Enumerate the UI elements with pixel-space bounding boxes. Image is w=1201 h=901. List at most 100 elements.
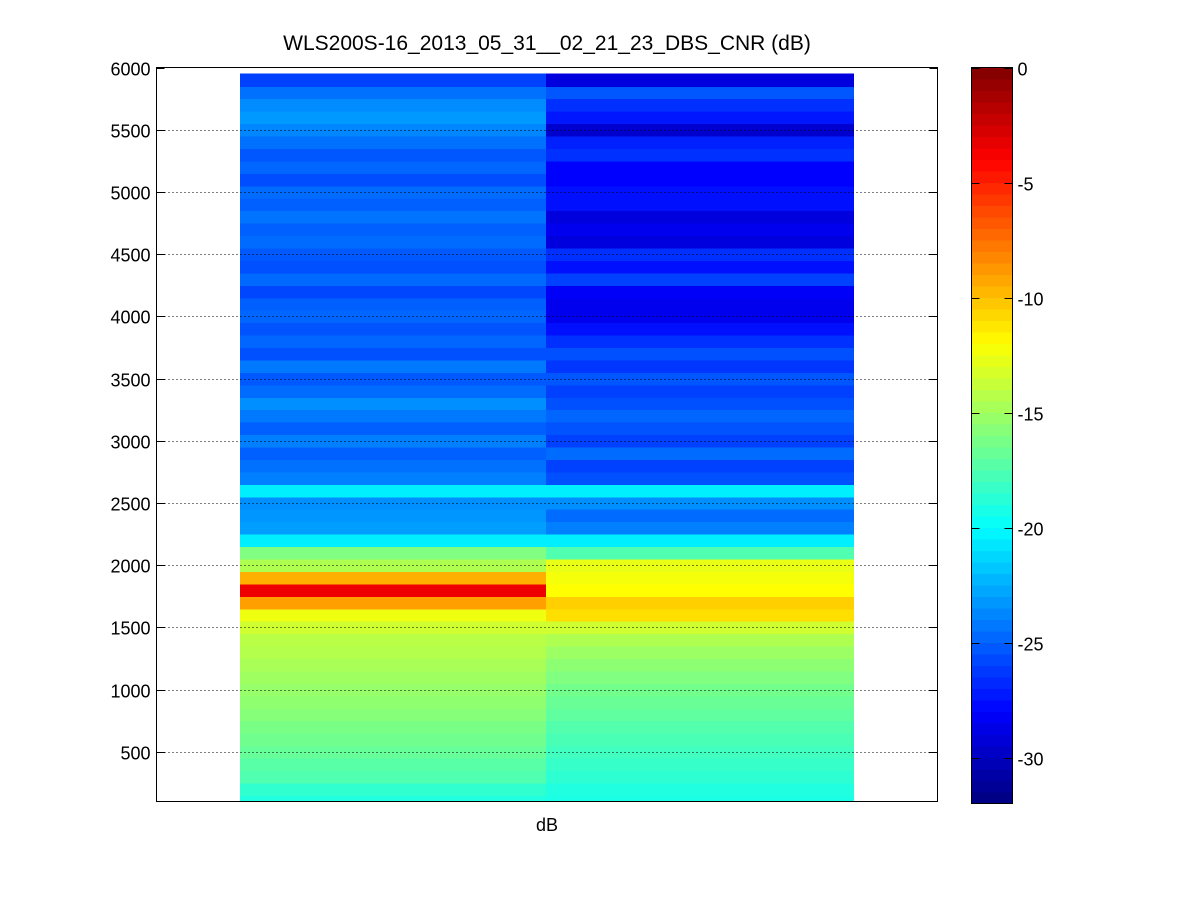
heat-cell <box>546 770 854 784</box>
heat-cell <box>546 223 854 237</box>
colorbar-band <box>971 228 1013 241</box>
heat-cell <box>240 173 546 187</box>
heat-cell <box>546 397 854 411</box>
heatmap-cells <box>240 73 854 803</box>
heat-cell <box>240 484 546 498</box>
heat-cell <box>240 359 546 373</box>
y-tick-label: 5000 <box>110 184 150 204</box>
heat-cell <box>240 322 546 336</box>
heat-cell <box>240 73 546 87</box>
y-tick-label: 2500 <box>110 495 150 515</box>
colorbar-band <box>971 205 1013 218</box>
colorbar-band <box>971 631 1013 644</box>
heat-cell <box>240 347 546 361</box>
heat-cell <box>546 297 854 311</box>
heat-cell <box>240 135 546 149</box>
heat-cell <box>240 148 546 162</box>
colorbar: 0 -5 -10 -15 -20 -25 -30 <box>971 60 1044 805</box>
colorbar-band <box>971 447 1013 460</box>
colorbar-band <box>971 470 1013 483</box>
heat-cell <box>240 795 546 803</box>
colorbar-band <box>971 366 1013 379</box>
colorbar-band <box>971 596 1013 609</box>
heat-cell <box>240 708 546 722</box>
y-tick-label: 3500 <box>110 371 150 391</box>
heat-cell <box>546 434 854 448</box>
colorbar-band <box>971 136 1013 149</box>
y-tick-label: 500 <box>120 744 150 764</box>
heat-cell <box>546 658 854 672</box>
colorbar-band <box>971 723 1013 736</box>
heat-cell <box>546 745 854 759</box>
chart-title: WLS200S-16_2013_05_31__02_21_23_DBS_CNR … <box>283 32 811 55</box>
colorbar-band <box>971 562 1013 575</box>
colorbar-band <box>971 711 1013 724</box>
colorbar-band <box>971 79 1013 92</box>
colorbar-band <box>971 309 1013 322</box>
heat-cell <box>240 285 546 299</box>
heat-cell <box>546 359 854 373</box>
colorbar-band <box>971 159 1013 172</box>
heat-cell <box>240 459 546 473</box>
heat-cell <box>240 334 546 349</box>
heat-cell <box>546 210 854 224</box>
colorbar-band <box>971 182 1013 195</box>
colorbar-band <box>971 665 1013 678</box>
heat-cell <box>240 633 546 647</box>
colorbar-band <box>971 320 1013 333</box>
heat-cell <box>546 73 854 87</box>
heat-cell <box>546 334 854 349</box>
heat-cell <box>546 446 854 460</box>
colorbar-band <box>971 412 1013 425</box>
y-tick-label: 4500 <box>110 246 150 266</box>
heat-cell <box>546 347 854 361</box>
colorbar-band <box>971 608 1013 621</box>
heat-cell <box>546 260 854 274</box>
heat-cell <box>240 571 546 585</box>
heat-cell <box>240 372 546 386</box>
heat-cell <box>240 260 546 274</box>
plot-frame <box>156 67 938 802</box>
heat-cell <box>546 235 854 249</box>
colorbar-band <box>971 527 1013 540</box>
colorbar-band <box>971 435 1013 448</box>
colorbar-band <box>971 355 1013 368</box>
colorbar-ticks: 0 -5 -10 -15 -20 -25 -30 <box>971 60 1044 770</box>
heat-cell <box>546 459 854 473</box>
heat-cell <box>240 521 546 535</box>
heat-cell <box>546 720 854 734</box>
colorbar-band <box>971 757 1013 770</box>
y-tick-label: 2000 <box>110 557 150 577</box>
colorbar-band <box>971 573 1013 586</box>
y-tick-label: 5500 <box>110 122 150 142</box>
x-axis-label: dB <box>536 815 558 835</box>
colorbar-band <box>971 102 1013 115</box>
heat-cell <box>546 185 854 199</box>
heat-cell <box>240 198 546 212</box>
colorbar-band <box>971 389 1013 402</box>
heat-cell <box>546 148 854 162</box>
heat-cell <box>546 86 854 100</box>
heat-cell <box>546 534 854 548</box>
heat-cell <box>546 521 854 535</box>
heat-cell <box>240 645 546 660</box>
colorbar-band <box>971 240 1013 253</box>
heat-cell <box>240 422 546 436</box>
heat-cell <box>546 795 854 803</box>
heat-cell <box>240 86 546 100</box>
colorbar-tick-label: -20 <box>1018 520 1044 540</box>
colorbar-band <box>971 654 1013 667</box>
heat-cell <box>546 633 854 647</box>
colorbar-band <box>971 263 1013 276</box>
heat-cell <box>546 695 854 709</box>
heat-cell <box>240 782 546 796</box>
heat-cell <box>546 509 854 523</box>
heat-cell <box>546 782 854 796</box>
colorbar-band <box>971 493 1013 506</box>
heat-cell <box>240 658 546 672</box>
heat-cell <box>546 409 854 423</box>
heat-cell <box>240 509 546 523</box>
colorbar-band <box>971 401 1013 414</box>
y-tick-label: 6000 <box>110 60 150 80</box>
